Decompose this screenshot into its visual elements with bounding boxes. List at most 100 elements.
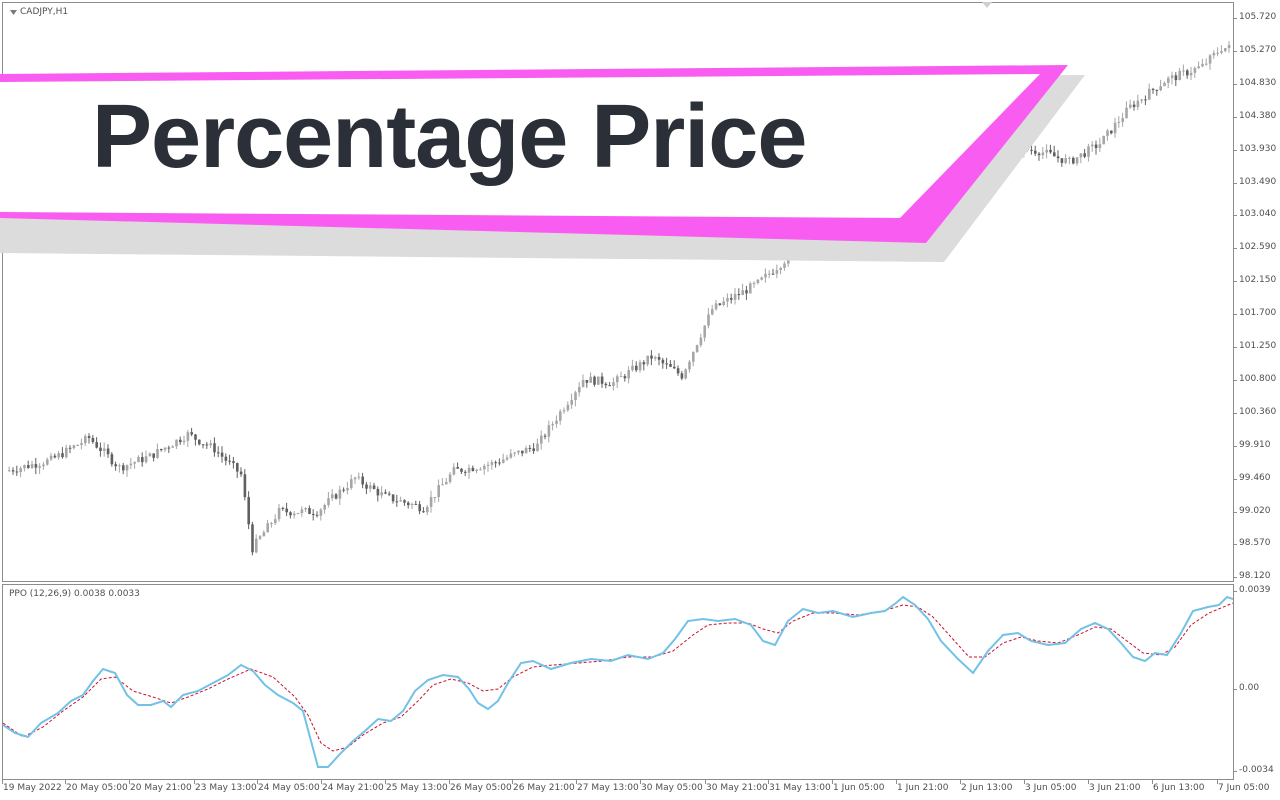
candle-body — [1121, 118, 1124, 122]
time-tick — [960, 780, 961, 784]
candle-body — [350, 479, 353, 489]
candle-body — [399, 500, 402, 502]
candle-body — [1049, 149, 1052, 153]
time-tick — [257, 780, 258, 784]
candle-body — [285, 508, 288, 513]
price-axis-label: 104.830 — [1239, 77, 1277, 88]
price-tick — [1234, 412, 1237, 414]
candle-body — [589, 376, 592, 383]
candle-body — [1193, 68, 1197, 73]
price-axis-label: 102.150 — [1239, 275, 1277, 286]
time-axis-label: 3 Jun 05:00 — [1025, 783, 1077, 793]
candle-body — [1041, 152, 1045, 156]
candle-body — [1045, 149, 1048, 153]
candle-body — [483, 465, 486, 470]
ppo-tick — [1234, 689, 1237, 690]
price-axis-label: 98.120 — [1239, 571, 1271, 582]
candle-body — [726, 298, 729, 302]
candle-body — [1174, 75, 1178, 81]
candle-body — [141, 456, 144, 463]
candle-body — [752, 283, 756, 285]
price-tick — [1234, 215, 1237, 217]
candle-body — [217, 452, 220, 454]
candle-body — [521, 450, 524, 454]
candle-body — [76, 445, 79, 447]
candle-body — [95, 442, 98, 448]
title-banner — [0, 60, 1100, 270]
candle-body — [467, 467, 471, 473]
price-tick — [1234, 577, 1237, 579]
time-axis-label: 2 Jun 13:00 — [961, 783, 1013, 793]
candle-body — [1186, 70, 1189, 76]
price-scale[interactable]: 105.720 105.270 104.830 104.380 103.930 103.4… — [1234, 2, 1280, 582]
candle-body — [190, 432, 193, 435]
candle-body — [1056, 156, 1060, 159]
candle-body — [1117, 121, 1121, 123]
ppo-signal-line — [3, 602, 1233, 752]
time-axis-label: 7 Jun 05:00 — [1218, 783, 1270, 793]
candle-body — [201, 444, 205, 446]
banner-shape — [0, 65, 1085, 262]
candle-body — [391, 494, 395, 502]
time-axis-label: 20 May 05:00 — [66, 783, 128, 793]
ppo-indicator-pane[interactable]: PPO (12,26,9) 0.0038 0.0033 — [2, 584, 1234, 780]
time-axis-label: 1 Jun 21:00 — [897, 783, 949, 793]
candle-body — [536, 443, 539, 452]
candle-body — [574, 392, 577, 401]
candle-body — [486, 464, 490, 466]
candle-body — [642, 362, 646, 365]
ppo-scale[interactable]: 0.0039 0.00 -0.0034 — [1234, 584, 1280, 780]
candle-body — [23, 465, 26, 469]
candle-body — [1136, 100, 1140, 108]
candle-body — [1125, 107, 1128, 119]
candle-body — [1030, 149, 1033, 151]
symbol-title[interactable]: CADJPY,H1 — [10, 7, 68, 17]
candle-body — [566, 404, 570, 411]
candle-body — [1106, 130, 1109, 136]
price-axis-label: 103.040 — [1239, 209, 1277, 220]
candle-body — [669, 363, 672, 367]
candle-body — [247, 497, 250, 525]
candle-body — [1083, 153, 1086, 157]
time-scale[interactable]: 19 May 2022 20 May 05:00 20 May 21:00 23 Ma… — [0, 780, 1269, 800]
candle-body — [232, 461, 235, 464]
candle-body — [638, 362, 642, 371]
time-tick — [896, 780, 897, 784]
time-axis-label: 19 May 2022 — [3, 783, 62, 793]
candle-body — [228, 460, 231, 462]
candle-body — [1060, 158, 1064, 163]
candle-body — [315, 514, 319, 516]
candle-body — [270, 523, 273, 525]
candle-body — [304, 508, 307, 510]
time-axis-label: 31 May 13:00 — [769, 783, 831, 793]
candle-body — [1064, 158, 1067, 163]
price-axis-label: 105.270 — [1239, 44, 1277, 55]
candle-body — [186, 432, 190, 441]
price-tick — [1234, 50, 1237, 52]
candle-body — [171, 446, 174, 448]
candle-body — [46, 459, 49, 465]
ppo-axis-label: 0.0039 — [1239, 585, 1271, 595]
candle-body — [376, 488, 380, 496]
candle-body — [19, 468, 22, 473]
time-tick — [832, 780, 833, 784]
candle-body — [118, 465, 121, 467]
candle-body — [779, 267, 782, 271]
time-axis-label: 30 May 21:00 — [706, 783, 768, 793]
time-axis-label: 23 May 13:00 — [195, 783, 257, 793]
candle-body — [494, 462, 497, 464]
candle-body — [331, 494, 334, 499]
time-axis-label: 1 Jun 05:00 — [833, 783, 885, 793]
candle-body — [106, 448, 110, 455]
price-tick — [1234, 478, 1237, 480]
chart-shift-marker[interactable] — [982, 2, 992, 8]
candle-body — [293, 513, 296, 516]
time-tick — [1024, 780, 1025, 784]
candle-body — [1163, 82, 1166, 87]
candle-body — [1129, 104, 1132, 108]
price-axis-label: 99.910 — [1239, 439, 1271, 450]
candle-body — [745, 290, 748, 294]
candle-body — [433, 497, 437, 499]
candle-body — [403, 500, 406, 503]
time-axis-label: 30 May 05:00 — [641, 783, 703, 793]
